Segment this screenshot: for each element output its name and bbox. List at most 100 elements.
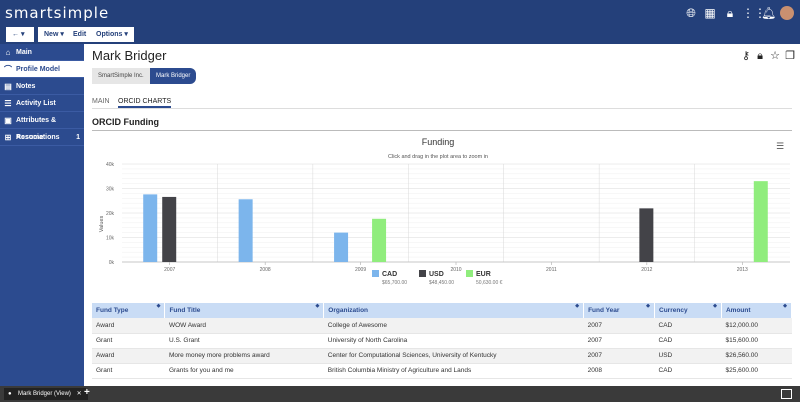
x-tick-label: 2008: [260, 267, 271, 273]
table-row[interactable]: Award WOW Award College of Awesome 2007 CAD $…: [92, 318, 792, 334]
sort-icon[interactable]: ◆: [713, 303, 717, 309]
legend-label-usd[interactable]: USD: [429, 271, 444, 278]
legend-swatch-usd[interactable]: [419, 270, 426, 277]
table-row[interactable]: Grant U.S. Grant University of North Carol…: [92, 333, 792, 349]
table-cell: CAD: [654, 363, 722, 379]
column-header-amount[interactable]: Amount ◆: [721, 303, 793, 318]
y-tick-label: 20k: [106, 211, 115, 217]
main-content: Mark Bridger ⚷ 🔒︎ ☆ ❐ SmartSimple Inc. M…: [84, 44, 800, 386]
y-tick-label: 40k: [106, 162, 115, 168]
column-header-label: Fund Year: [588, 307, 620, 314]
associations-count: 1: [76, 134, 80, 141]
column-header-currency[interactable]: Currency ◆: [654, 303, 722, 318]
bar-eur-2009[interactable]: [372, 218, 387, 262]
new-button[interactable]: New ▾: [38, 27, 70, 42]
y-tick-label: 30k: [106, 187, 115, 193]
bar-eur-2013[interactable]: [753, 181, 768, 262]
sidebar-item-notes[interactable]: ▤ Notes: [0, 78, 84, 95]
bar-usd-2007[interactable]: [162, 196, 177, 262]
table-cell: CAD: [654, 318, 722, 334]
open-record-tab[interactable]: ● Mark Bridger (View) ✕: [4, 388, 88, 400]
home-icon: ⌂: [5, 48, 11, 57]
column-header-fund-type[interactable]: Fund Type ◆: [92, 303, 166, 318]
building-icon[interactable]: ▦: [704, 6, 716, 20]
edit-button[interactable]: Edit: [67, 27, 93, 42]
column-header-fund-year[interactable]: Fund Year ◆: [583, 303, 656, 318]
app-logo: smartsimple: [5, 4, 110, 22]
legend-total-cad: $65,700.00: [382, 280, 407, 286]
close-tab-button[interactable]: ✕: [76, 391, 82, 397]
bar-cad-2007[interactable]: [143, 194, 158, 262]
legend-swatch-cad[interactable]: [372, 270, 379, 277]
table-cell: $12,000.00: [721, 318, 792, 334]
x-tick-label: 2013: [737, 267, 748, 273]
funding-chart[interactable]: Funding Click and drag in the plot area …: [84, 134, 800, 294]
sort-icon[interactable]: ◆: [575, 303, 580, 309]
x-tick-label: 2012: [641, 267, 652, 273]
list-icon: ☰: [4, 99, 12, 108]
x-tick-label: 2007: [164, 267, 175, 273]
legend-total-usd: $48,450.00: [429, 280, 454, 286]
sidebar-item-activity-list[interactable]: ☰ Activity List: [0, 95, 84, 112]
bar-cad-2008[interactable]: [238, 199, 253, 262]
table-cell: USD: [654, 348, 722, 364]
avatar[interactable]: [780, 6, 794, 20]
notes-icon: ▤: [4, 82, 12, 91]
table-cell: $15,600.00: [721, 333, 792, 349]
lock-icon[interactable]: 🔒︎: [726, 6, 734, 20]
globe-icon[interactable]: 🌐︎: [686, 6, 696, 20]
copy-icon[interactable]: ❐: [785, 50, 795, 62]
lock-icon[interactable]: 🔒︎: [757, 50, 763, 62]
sort-icon[interactable]: ◆: [783, 303, 787, 309]
table-cell: Center for Computational Sciences, Unive…: [323, 348, 584, 364]
legend-swatch-eur[interactable]: [466, 270, 473, 277]
associations-icon: ⊞: [4, 133, 12, 142]
y-tick-label: 0k: [109, 260, 115, 266]
table-cell: Grant: [92, 363, 165, 379]
sort-icon[interactable]: ◆: [156, 303, 161, 309]
star-icon[interactable]: ☆: [770, 50, 780, 62]
bottom-bar: ● Mark Bridger (View) ✕ +: [0, 386, 800, 402]
chart-subtitle: Click and drag in the plot area to zoom …: [388, 154, 488, 160]
table-cell: U.S. Grant: [164, 333, 324, 349]
column-header-fund-title[interactable]: Fund Title ◆: [164, 303, 325, 318]
legend-total-eur: 50,630.00 €: [476, 280, 503, 286]
table-cell: CAD: [654, 333, 722, 349]
table-cell: 2007: [583, 348, 655, 364]
key-icon[interactable]: ⚷: [741, 50, 751, 62]
table-cell: Award: [92, 318, 165, 334]
sidebar-item-profile-model[interactable]: ⌒ Profile Model: [0, 61, 84, 78]
x-tick-label: 2009: [355, 267, 366, 273]
window-icon[interactable]: [781, 389, 792, 399]
legend-label-cad[interactable]: CAD: [382, 271, 397, 278]
table-cell: 2008: [583, 363, 655, 379]
bar-cad-2009[interactable]: [334, 232, 349, 262]
back-button[interactable]: ← ▾: [6, 27, 34, 42]
bar-usd-2012[interactable]: [639, 208, 654, 262]
column-header-label: Currency: [659, 307, 688, 314]
grid-icon[interactable]: ⋮⋮: [742, 6, 766, 20]
section-title: ORCID Funding: [92, 117, 159, 127]
legend-label-eur[interactable]: EUR: [476, 271, 491, 278]
breadcrumb-parent[interactable]: SmartSimple Inc.: [92, 68, 150, 84]
table-row[interactable]: Grant Grants for you and me British Columb…: [92, 363, 792, 379]
sort-icon[interactable]: ◆: [646, 303, 651, 309]
y-axis-label: Values: [99, 216, 105, 233]
tab-main[interactable]: MAIN: [92, 98, 110, 105]
tab-orcid-charts[interactable]: ORCID CHARTS: [118, 96, 172, 108]
sort-icon[interactable]: ◆: [315, 303, 320, 309]
sidebar-item-attributes[interactable]: ▣ Attributes & Resume: [0, 112, 84, 141]
bell-icon[interactable]: 🔔︎: [761, 6, 777, 20]
table-row[interactable]: Award More money more problems award Cente…: [92, 348, 792, 364]
attributes-icon: ▣: [4, 116, 12, 125]
column-header-label: Amount: [725, 307, 751, 314]
breadcrumb-current[interactable]: Mark Bridger: [150, 68, 197, 84]
chart-menu-icon[interactable]: ☰: [776, 142, 784, 152]
table-cell: Award: [92, 348, 165, 364]
column-header-organization[interactable]: Organization ◆: [323, 303, 585, 318]
add-tab-button[interactable]: +: [84, 387, 90, 398]
sidebar-item-associations[interactable]: ⊞ Associations 1: [0, 129, 84, 146]
sidebar-item-main[interactable]: ⌂ Main: [0, 44, 84, 61]
section-divider: [92, 130, 792, 131]
options-button[interactable]: Options ▾: [90, 27, 134, 42]
